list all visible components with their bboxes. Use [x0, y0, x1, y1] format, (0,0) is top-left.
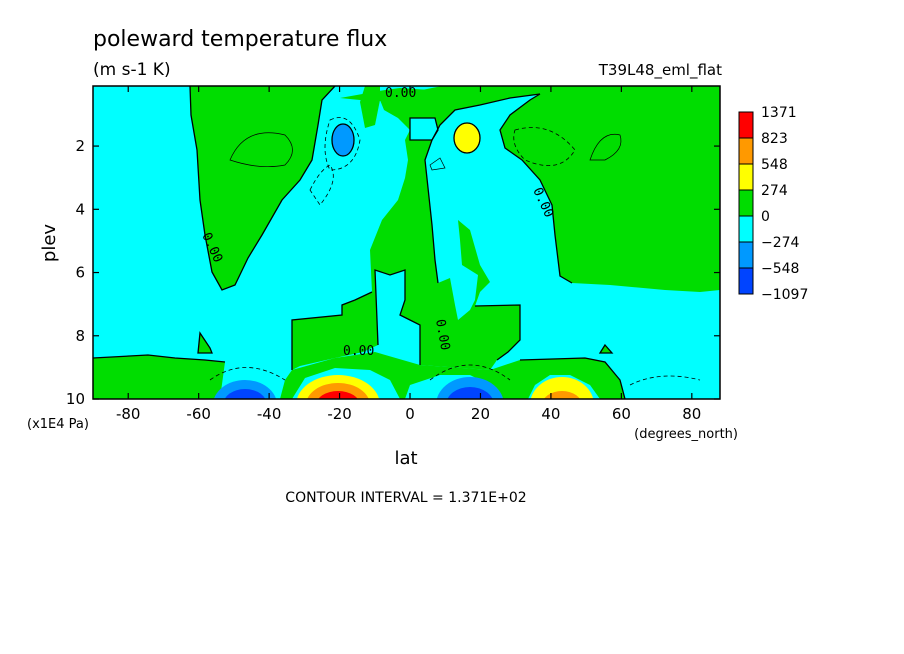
- legend-level-label: 274: [761, 183, 788, 199]
- contour-fill-center-positive: [292, 86, 720, 370]
- x-units-label: (degrees_north): [634, 427, 738, 442]
- x-tick-label: 60: [612, 405, 631, 423]
- contour-lines-thin: [229, 132, 622, 171]
- y-axis: 2 4 6 8 10: [66, 137, 720, 408]
- low-negative-min-left: [213, 380, 277, 399]
- legend-swatch: [738, 163, 754, 191]
- contour-interval-text: CONTOUR INTERVAL = 1.371E+02: [285, 490, 526, 506]
- zero-contour-label: 0.00: [432, 318, 452, 351]
- y-tick-label: 8: [75, 327, 85, 345]
- x-tick-label: 20: [471, 405, 490, 423]
- y-tick-label: 2: [75, 137, 85, 155]
- legend: 1371 823 548 274 0 −274 −548 −1097: [738, 105, 808, 303]
- contour-fill-left-low-positive: [93, 355, 225, 399]
- contour-fill-tiny-positive-patch: [600, 345, 612, 353]
- x-axis: -80 -60 -40 -20 0 20 40 60 80: [116, 86, 701, 423]
- contour-lines: [93, 86, 626, 399]
- y-tick-label: 4: [75, 200, 85, 218]
- y-axis-label: plev: [39, 224, 60, 263]
- legend-swatch: [738, 215, 754, 243]
- contour-fill-negative-island-top: [410, 118, 438, 140]
- x-tick-label: 80: [682, 405, 701, 423]
- contour-fill-upper-positive-blob: [454, 123, 480, 153]
- legend-level-label: 1371: [761, 105, 797, 121]
- low-positive-max-left: [296, 375, 380, 399]
- plot-frame: [92, 85, 721, 400]
- contour-fill-upper-left-positive: [190, 86, 335, 290]
- x-tick-label: 0: [405, 405, 415, 423]
- legend-level-label: 0: [761, 209, 770, 225]
- contour-fill-right-low-positive: [520, 358, 625, 399]
- plot-area: 0.00 0.00 0.00 0.00 0.00: [92, 85, 721, 400]
- legend-level-label: −548: [761, 261, 799, 277]
- legend-level-label: −274: [761, 235, 800, 251]
- x-tick-label: -60: [186, 405, 211, 423]
- legend-level-label: 548: [761, 157, 788, 173]
- low-negative-min-right: [436, 377, 504, 399]
- legend-level-label: 823: [761, 131, 788, 147]
- chart-units: (m s-1 K): [93, 60, 171, 80]
- contour-fill-top-band: [340, 88, 470, 102]
- legend-swatch: [738, 111, 754, 139]
- y-tick-label: 10: [66, 390, 85, 408]
- legend-swatch: [738, 267, 754, 295]
- legend-swatch: [738, 241, 754, 269]
- zero-contour-label: 0.00: [385, 86, 416, 101]
- y-tick-label: 6: [75, 264, 85, 282]
- x-tick-label: 40: [541, 405, 560, 423]
- contour-fill-center-low-positive: [280, 352, 520, 399]
- x-tick-label: -20: [327, 405, 352, 423]
- x-tick-label: -80: [116, 405, 141, 423]
- zero-contour-label: 0.00: [343, 344, 374, 359]
- legend-swatch: [738, 137, 754, 165]
- low-positive-max-right: [530, 377, 594, 399]
- chart-title: poleward temperature flux: [93, 27, 387, 52]
- legend-level-label: −1097: [761, 287, 808, 303]
- contour-fill-small-positive-patch: [198, 333, 212, 353]
- x-tick-label: -40: [257, 405, 282, 423]
- x-axis-label: lat: [394, 448, 417, 469]
- contour-fill-upper-negative-blob: [332, 124, 354, 156]
- contour-lines-dashed: [209, 117, 701, 386]
- legend-swatch: [738, 189, 754, 217]
- run-label: T39L48_eml_flat: [598, 61, 722, 80]
- y-units-label: (x1E4 Pa): [27, 417, 89, 432]
